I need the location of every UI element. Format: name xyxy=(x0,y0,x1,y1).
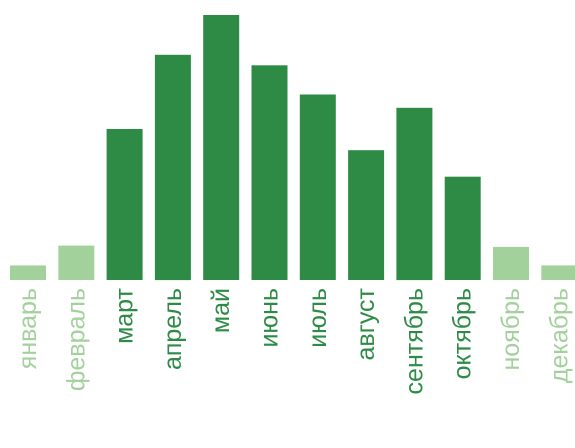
month-label-9: сентябрь xyxy=(400,288,428,394)
bar-6 xyxy=(251,65,288,280)
bars-group xyxy=(10,15,575,281)
bar-11 xyxy=(493,246,529,280)
month-label-4: апрель xyxy=(159,288,187,370)
bar-8 xyxy=(348,150,385,280)
bar-10 xyxy=(444,176,481,280)
month-label-7: июль xyxy=(304,288,332,348)
month-label-5: май xyxy=(207,288,235,333)
month-label-1: январь xyxy=(14,288,42,369)
bar-3 xyxy=(106,129,143,280)
bar-1 xyxy=(10,265,46,280)
bar-7 xyxy=(299,94,336,280)
month-labels-group: январь февраль март апрель май июнь июль август… xyxy=(14,287,573,394)
month-label-6: июнь xyxy=(256,288,284,348)
bar-12 xyxy=(541,265,575,280)
month-label-10: октябрь xyxy=(449,288,477,379)
bar-4 xyxy=(154,54,191,281)
bar-9 xyxy=(396,107,433,281)
month-label-3: март xyxy=(111,287,139,343)
month-label-8: август xyxy=(352,287,380,360)
month-label-12: декабрь xyxy=(545,288,573,383)
bar-2 xyxy=(58,245,95,280)
month-label-11: ноябрь xyxy=(497,288,525,371)
bar-5 xyxy=(203,15,240,280)
month-label-2: февраль xyxy=(62,288,90,391)
